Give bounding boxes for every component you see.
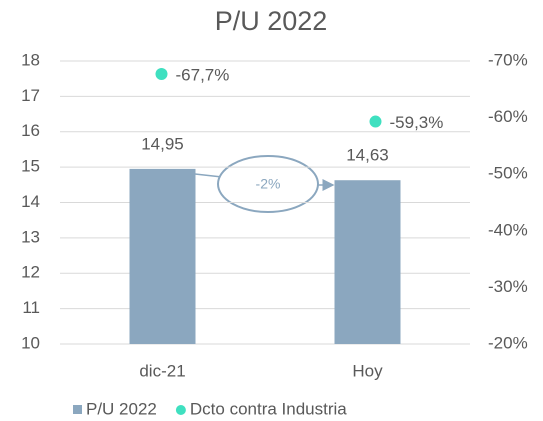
data-label: -59,3% (390, 113, 444, 132)
data-label: 14,63 (346, 146, 389, 165)
y-tick-label: 12 (21, 263, 40, 282)
y-tick-label: 16 (21, 121, 40, 140)
legend-label: P/U 2022 (86, 399, 157, 418)
y-tick-label: 14 (21, 192, 40, 211)
legend-label: Dcto contra Industria (190, 399, 347, 418)
data-label: -67,7% (176, 66, 230, 85)
annotation: -2% (256, 176, 281, 192)
legend-swatch (175, 405, 186, 415)
x-tick-label: Hoy (352, 361, 383, 380)
bar (334, 180, 401, 344)
y2-tick-label: -50% (488, 164, 528, 183)
scatter-point (155, 68, 168, 81)
y-tick-label: 18 (21, 50, 40, 69)
annotation-line (194, 173, 223, 178)
y2-tick-label: -40% (488, 220, 528, 239)
bar (129, 168, 196, 344)
y-tick-label: 15 (21, 157, 40, 176)
y2-tick-label: -70% (488, 50, 528, 69)
x-tick-label: dic-21 (139, 361, 185, 380)
y2-tick-label: -30% (488, 277, 528, 296)
y-tick-label: 13 (21, 227, 40, 246)
chart-title: P/U 2022 (215, 6, 328, 36)
y2-tick-label: -60% (488, 107, 528, 126)
y-tick-label: 10 (21, 333, 40, 352)
scatter-point (369, 115, 382, 128)
annotation-ellipse (217, 155, 319, 213)
data-label: 14,95 (141, 134, 184, 153)
y-tick-label: 11 (22, 298, 40, 317)
y2-tick-label: -20% (488, 333, 528, 352)
y-tick-label: 17 (21, 86, 40, 105)
legend-swatch (73, 405, 82, 414)
